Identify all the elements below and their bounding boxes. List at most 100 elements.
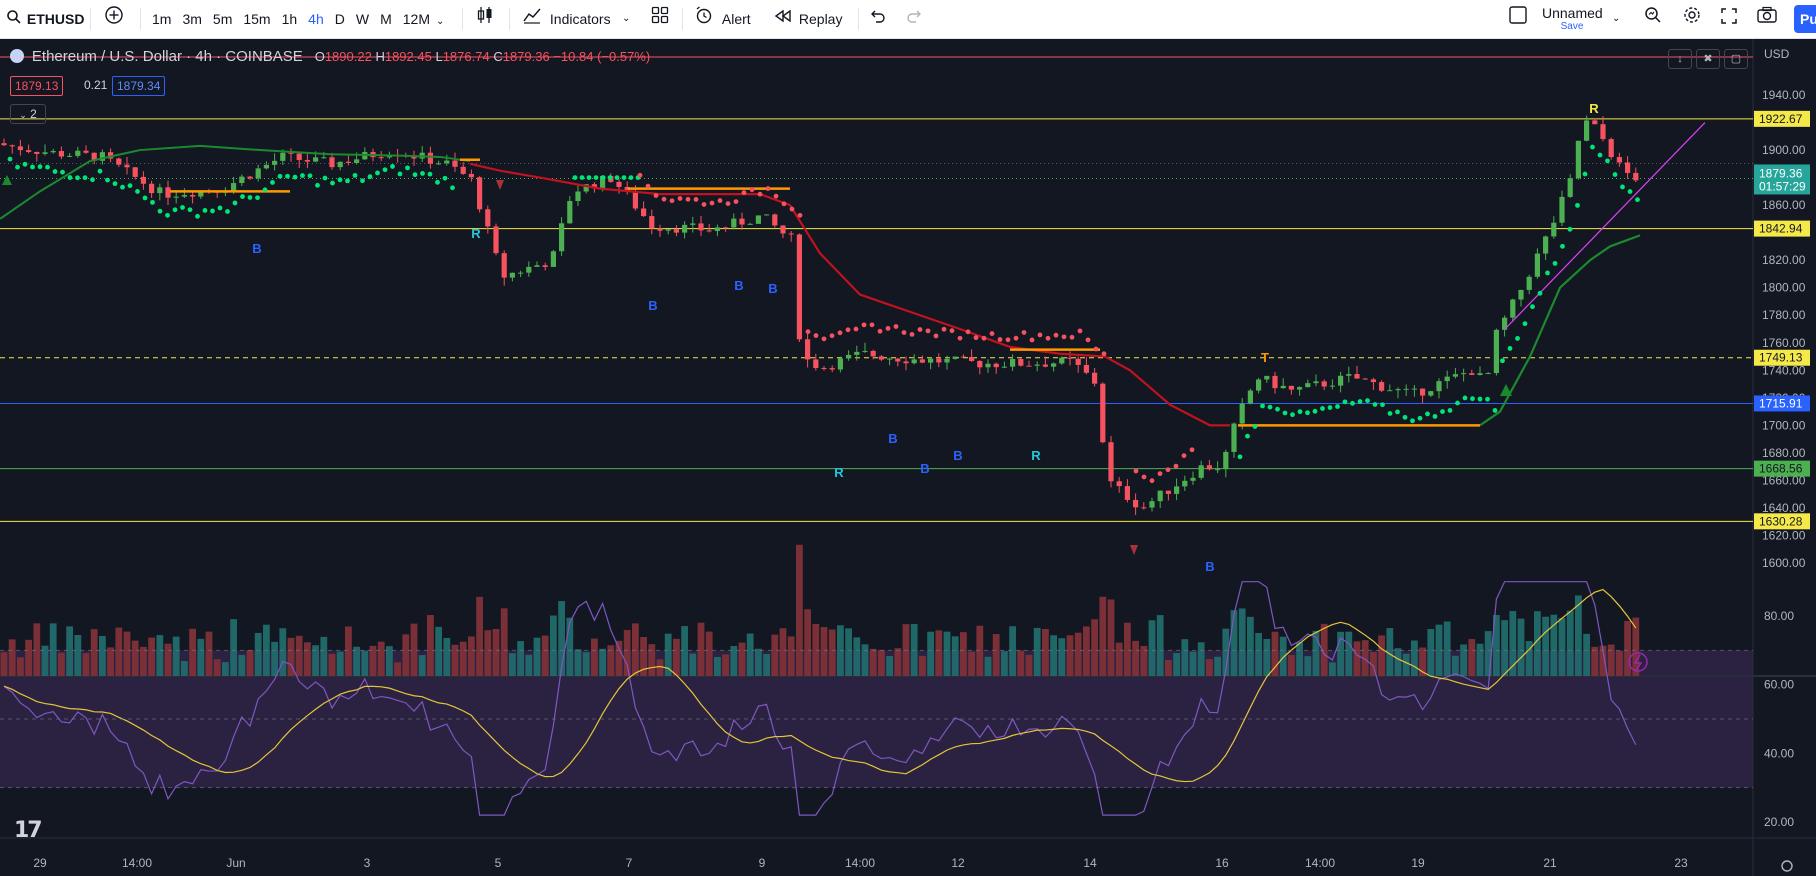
candle xyxy=(723,227,729,229)
volume-bar xyxy=(1550,614,1558,676)
signal-dot xyxy=(1260,403,1265,409)
volume-bar xyxy=(1107,599,1115,676)
maximize-pane-button[interactable]: ▢ xyxy=(1724,49,1748,69)
timeframe-15m[interactable]: 15m xyxy=(243,11,271,27)
candles-group xyxy=(1,115,1639,515)
signal-dot xyxy=(367,174,373,180)
volume-bar xyxy=(131,640,139,676)
bid-price-box[interactable]: 1879.13 xyxy=(10,76,64,96)
scroll-down-button[interactable]: ↓ xyxy=(1668,49,1692,69)
volume-bar xyxy=(386,646,393,676)
volume-bar xyxy=(1189,651,1197,676)
candle xyxy=(42,152,48,154)
timeframe-1m[interactable]: 1m xyxy=(152,11,172,27)
compare-symbol-button[interactable] xyxy=(104,0,124,38)
chart-canvas[interactable]: R B B B B R B B B R B T R 1940.001920.001900.001880.0… xyxy=(0,39,1816,876)
signal-dot xyxy=(375,170,380,176)
signal-dot xyxy=(773,193,779,199)
candle xyxy=(1436,381,1442,392)
time-tick-label: 21 xyxy=(1543,856,1557,870)
timeframe-4h[interactable]: 4h xyxy=(308,11,324,27)
chart-type-button[interactable] xyxy=(475,0,495,38)
timeframe-1h[interactable]: 1h xyxy=(281,11,298,27)
signal-dot xyxy=(821,336,827,342)
volume-bar xyxy=(640,636,647,676)
volume-bar xyxy=(1484,631,1492,676)
signal-dot xyxy=(1492,408,1498,413)
signal-dot xyxy=(765,186,771,191)
volume-bar xyxy=(1411,640,1418,676)
collapse-pane-button[interactable]: ✖ xyxy=(1696,49,1720,69)
undo-button[interactable] xyxy=(868,0,886,38)
alert-button[interactable]: Alert xyxy=(694,0,751,38)
indicators-collapse-button[interactable]: ⌄ 2 xyxy=(10,104,46,124)
chart-area[interactable]: R B B B B R B B B R B T R 1940.001920.001900.001880.0… xyxy=(0,39,1816,876)
volume-bar xyxy=(197,638,205,676)
signal-dot xyxy=(1627,189,1633,194)
volume-bar xyxy=(656,659,664,676)
signal-dot xyxy=(1470,396,1475,402)
timeframe-m[interactable]: M xyxy=(380,11,392,27)
candle xyxy=(977,360,983,368)
fullscreen-button[interactable] xyxy=(1720,0,1738,38)
legend-open-label: O xyxy=(314,49,325,64)
layout-select-checkbox[interactable] xyxy=(1508,0,1528,38)
candle xyxy=(460,166,466,174)
candle xyxy=(969,356,975,361)
signal-marker-2: B xyxy=(648,298,657,313)
signal-dot xyxy=(661,196,667,202)
signal-dot xyxy=(172,207,178,213)
volume-bar xyxy=(1337,631,1344,676)
indicators-dropdown-icon[interactable]: ⌄ xyxy=(622,13,631,24)
layout-dropdown-icon[interactable]: ⌄ xyxy=(1612,13,1621,24)
signal-dot xyxy=(1069,334,1075,340)
timeframe-w[interactable]: W xyxy=(355,11,370,27)
symbol-search-button[interactable]: ETHUSD xyxy=(6,0,84,38)
signal-dot xyxy=(853,326,859,332)
volume-bar xyxy=(435,626,442,676)
volume-bar xyxy=(476,596,483,676)
volume-bar xyxy=(1074,632,1082,676)
candle xyxy=(1124,486,1130,500)
signal-dot xyxy=(202,207,208,213)
level-label-3: 1715.91 xyxy=(1759,396,1803,410)
layouts-button[interactable] xyxy=(650,0,670,38)
volume-bar xyxy=(869,648,877,676)
signal-dot xyxy=(693,196,699,202)
candle xyxy=(1608,139,1614,158)
timeframe-d[interactable]: D xyxy=(334,11,345,27)
signal-dot xyxy=(1425,411,1430,417)
ask-price-box[interactable]: 1879.34 xyxy=(112,76,166,96)
settings-button[interactable] xyxy=(1682,0,1702,38)
redo-button[interactable] xyxy=(906,0,924,38)
timeframe-5m[interactable]: 5m xyxy=(212,11,233,27)
snapshot-button[interactable] xyxy=(1756,0,1778,38)
currency-label[interactable]: USD xyxy=(1764,47,1790,61)
legend-close-label: C xyxy=(493,49,503,64)
indicators-button[interactable]: Indicators xyxy=(522,0,611,38)
volume-bar xyxy=(509,653,516,676)
layout-name-button[interactable]: Unnamed Save xyxy=(1542,5,1603,33)
candle xyxy=(1452,374,1458,377)
timeframe-3m[interactable]: 3m xyxy=(182,11,202,27)
signal-dot xyxy=(1335,404,1340,409)
timeframe-dropdown-icon[interactable]: ⌄ xyxy=(436,16,445,27)
volume-bar xyxy=(1320,623,1328,676)
replay-button[interactable]: Replay xyxy=(774,0,842,38)
volume-bar xyxy=(41,645,49,676)
time-tick-label: Jun xyxy=(226,856,245,870)
timeframe-12m[interactable]: 12M xyxy=(402,11,430,27)
signal-dot xyxy=(1597,152,1603,158)
signal-dot xyxy=(1350,400,1355,406)
publish-button[interactable]: Pu xyxy=(1794,5,1816,33)
tradingview-logo[interactable]: 17 xyxy=(14,818,43,843)
candle xyxy=(485,209,491,227)
rsi-line xyxy=(3,581,1637,816)
volume-bar xyxy=(1279,636,1287,676)
candle xyxy=(173,196,179,198)
volume-bar xyxy=(1624,620,1631,676)
volume-bar xyxy=(1353,641,1361,676)
signal-dot xyxy=(685,196,691,202)
quick-search-button[interactable] xyxy=(1643,0,1663,38)
signal-dot xyxy=(877,328,883,334)
